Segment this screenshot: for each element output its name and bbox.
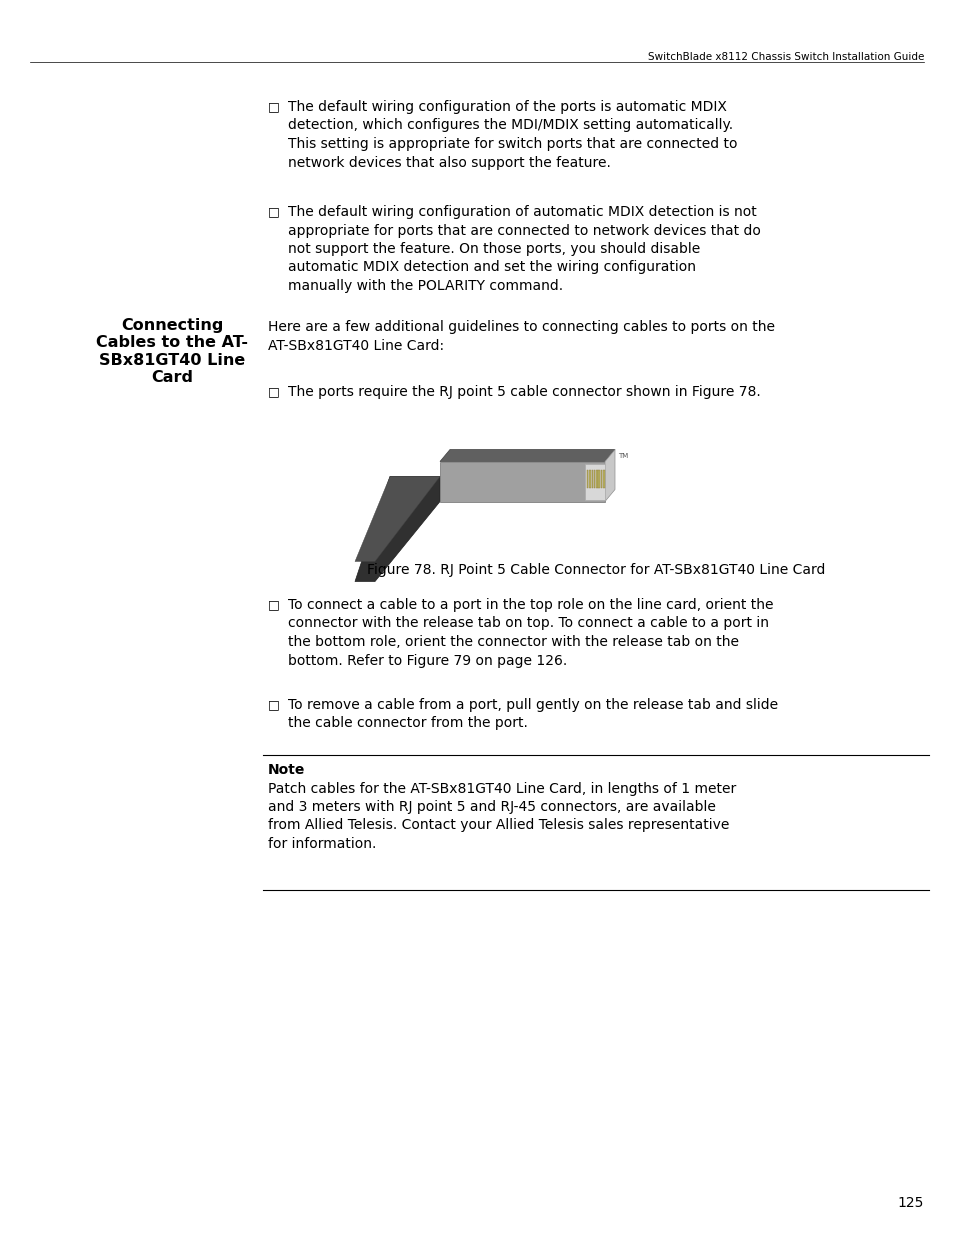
Text: To connect a cable to a port in the top role on the line card, orient the: To connect a cable to a port in the top … (288, 598, 773, 613)
Text: To remove a cable from a port, pull gently on the release tab and slide: To remove a cable from a port, pull gent… (288, 698, 778, 713)
Text: bottom. Refer to Figure 79 on page 126.: bottom. Refer to Figure 79 on page 126. (288, 653, 567, 667)
Polygon shape (355, 477, 439, 582)
Polygon shape (584, 463, 604, 499)
Text: manually with the POLARITY command.: manually with the POLARITY command. (288, 279, 562, 293)
Bar (596, 469, 598, 488)
Text: automatic MDIX detection and set the wiring configuration: automatic MDIX detection and set the wir… (288, 261, 696, 274)
Text: Patch cables for the AT-SBx81GT40 Line Card, in lengths of 1 meter: Patch cables for the AT-SBx81GT40 Line C… (268, 782, 736, 795)
Text: Note: Note (268, 763, 305, 777)
Bar (600, 469, 601, 488)
Bar (586, 469, 588, 488)
Text: network devices that also support the feature.: network devices that also support the fe… (288, 156, 610, 169)
Text: detection, which configures the MDI/MDIX setting automatically.: detection, which configures the MDI/MDIX… (288, 119, 732, 132)
Text: Connecting
Cables to the AT-
SBx81GT40 Line
Card: Connecting Cables to the AT- SBx81GT40 L… (96, 317, 248, 385)
Text: for information.: for information. (268, 837, 376, 851)
Text: connector with the release tab on top. To connect a cable to a port in: connector with the release tab on top. T… (288, 616, 768, 631)
Text: AT-SBx81GT40 Line Card:: AT-SBx81GT40 Line Card: (268, 338, 444, 352)
Bar (598, 469, 599, 488)
Text: Here are a few additional guidelines to connecting cables to ports on the: Here are a few additional guidelines to … (268, 320, 774, 333)
Text: The default wiring configuration of the ports is automatic MDIX: The default wiring configuration of the … (288, 100, 726, 114)
Text: appropriate for ports that are connected to network devices that do: appropriate for ports that are connected… (288, 224, 760, 237)
Polygon shape (604, 450, 615, 501)
Text: □: □ (268, 205, 279, 219)
Bar (591, 469, 593, 488)
Text: □: □ (268, 385, 279, 398)
Text: TM: TM (618, 453, 628, 459)
Text: □: □ (268, 100, 279, 112)
Text: 125: 125 (897, 1195, 923, 1210)
Text: The default wiring configuration of automatic MDIX detection is not: The default wiring configuration of auto… (288, 205, 756, 219)
Text: the bottom role, orient the connector with the release tab on the: the bottom role, orient the connector wi… (288, 635, 739, 650)
Bar (602, 469, 604, 488)
Text: Figure 78. RJ Point 5 Cable Connector for AT-SBx81GT40 Line Card: Figure 78. RJ Point 5 Cable Connector fo… (366, 563, 824, 577)
Text: the cable connector from the port.: the cable connector from the port. (288, 716, 527, 730)
Text: SwitchBlade x8112 Chassis Switch Installation Guide: SwitchBlade x8112 Chassis Switch Install… (647, 52, 923, 62)
Text: not support the feature. On those ports, you should disable: not support the feature. On those ports,… (288, 242, 700, 256)
Text: and 3 meters with RJ point 5 and RJ-45 connectors, are available: and 3 meters with RJ point 5 and RJ-45 c… (268, 800, 715, 814)
Polygon shape (355, 477, 439, 562)
Text: □: □ (268, 698, 279, 711)
Bar (594, 469, 595, 488)
Text: □: □ (268, 598, 279, 611)
Polygon shape (439, 462, 604, 501)
Bar (589, 469, 590, 488)
Text: from Allied Telesis. Contact your Allied Telesis sales representative: from Allied Telesis. Contact your Allied… (268, 819, 729, 832)
Polygon shape (439, 450, 615, 462)
Text: The ports require the RJ point 5 cable connector shown in Figure 78.: The ports require the RJ point 5 cable c… (288, 385, 760, 399)
Text: This setting is appropriate for switch ports that are connected to: This setting is appropriate for switch p… (288, 137, 737, 151)
